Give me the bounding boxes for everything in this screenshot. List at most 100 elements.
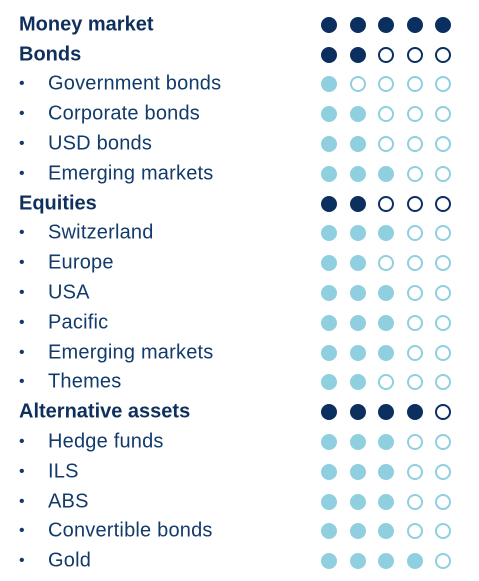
subcategory-label: Themes xyxy=(48,370,122,393)
subcategory-row: • Switzerland xyxy=(0,219,479,249)
subcategory-row: • Emerging markets xyxy=(0,338,479,368)
category-label: Bonds xyxy=(19,43,82,66)
rating-dot-empty-icon xyxy=(435,523,451,540)
bullet-icon: • xyxy=(19,105,25,123)
rating-dot-filled-icon xyxy=(349,344,366,361)
bullet-icon: • xyxy=(19,552,25,570)
rating-dot-filled-icon xyxy=(321,493,337,510)
rating-dot-empty-icon xyxy=(406,136,423,153)
rating-dot-filled-icon xyxy=(349,16,366,33)
rating-dot-filled-icon xyxy=(321,404,337,421)
rating-dots xyxy=(321,16,451,33)
rating-dot-filled-icon xyxy=(349,106,366,123)
subcategory-label: ABS xyxy=(48,490,89,513)
rating-dot-empty-icon xyxy=(406,493,423,510)
rating-dot-empty-icon xyxy=(406,46,423,63)
rating-dot-filled-icon xyxy=(378,404,394,421)
rating-dot-filled-icon xyxy=(321,463,337,480)
category-label: Equities xyxy=(19,192,97,215)
bullet-icon: • xyxy=(19,492,25,510)
rating-dot-filled-icon xyxy=(321,165,337,182)
rating-dot-empty-icon xyxy=(378,374,394,391)
rating-dot-filled-icon xyxy=(349,463,366,480)
rating-dot-filled-icon xyxy=(349,404,366,421)
rating-dots xyxy=(321,165,451,182)
rating-dot-filled-icon xyxy=(321,434,337,451)
subcategory-row: • USD bonds xyxy=(0,129,479,159)
rating-dots xyxy=(321,76,451,93)
rating-dot-filled-icon xyxy=(349,434,366,451)
rating-dot-filled-icon xyxy=(349,136,366,153)
subcategory-row: • Corporate bonds xyxy=(0,99,479,129)
rating-dot-empty-icon xyxy=(435,106,451,123)
subcategory-label: Emerging markets xyxy=(48,162,214,185)
rating-dot-empty-icon xyxy=(435,255,451,272)
rating-dot-empty-icon xyxy=(406,225,423,242)
rating-dot-empty-icon xyxy=(435,76,451,93)
rating-dot-empty-icon xyxy=(406,523,423,540)
bullet-icon: • xyxy=(19,224,25,242)
rating-dot-filled-icon xyxy=(321,285,337,302)
category-label: Alternative assets xyxy=(19,400,191,423)
subcategory-row: • Pacific xyxy=(0,308,479,338)
rating-dot-empty-icon xyxy=(378,76,394,93)
rating-dot-empty-icon xyxy=(406,106,423,123)
subcategory-row: • Hedge funds xyxy=(0,427,479,457)
rating-dots xyxy=(321,463,451,480)
rating-dot-filled-icon xyxy=(349,255,366,272)
rating-dot-empty-icon xyxy=(406,463,423,480)
category-label: Money market xyxy=(19,13,154,36)
rating-dot-empty-icon xyxy=(406,285,423,302)
rating-dot-filled-icon xyxy=(406,16,423,33)
rating-dots xyxy=(321,106,451,123)
subcategory-label: Hedge funds xyxy=(48,430,164,453)
rating-dot-empty-icon xyxy=(378,106,394,123)
rating-dot-empty-icon xyxy=(435,434,451,451)
rating-dot-filled-icon xyxy=(321,76,337,93)
rating-dots xyxy=(321,374,451,391)
subcategory-row: • Convertible bonds xyxy=(0,517,479,547)
rating-dot-filled-icon xyxy=(321,553,337,570)
subcategory-label: Government bonds xyxy=(48,72,222,95)
rating-dot-filled-icon xyxy=(378,16,394,33)
rating-dot-filled-icon xyxy=(349,195,366,212)
rating-dots xyxy=(321,225,451,242)
rating-dot-filled-icon xyxy=(321,46,337,63)
rating-dot-filled-icon xyxy=(321,225,337,242)
rating-dot-filled-icon xyxy=(321,523,337,540)
bullet-icon: • xyxy=(19,254,25,272)
category-row: Money market xyxy=(0,10,479,40)
category-row: Alternative assets xyxy=(0,397,479,427)
bullet-icon: • xyxy=(19,284,25,302)
rating-dot-filled-icon xyxy=(349,46,366,63)
rating-dot-empty-icon xyxy=(406,165,423,182)
category-row: Bonds xyxy=(0,40,479,70)
rating-dot-filled-icon xyxy=(321,374,337,391)
rating-dot-filled-icon xyxy=(349,314,366,331)
bullet-icon: • xyxy=(19,135,25,153)
subcategory-label: Corporate bonds xyxy=(48,102,200,125)
subcategory-label: Europe xyxy=(48,251,114,274)
rating-dots xyxy=(321,434,451,451)
rating-dot-filled-icon xyxy=(378,165,394,182)
subcategory-label: Gold xyxy=(48,549,92,572)
rating-dot-filled-icon xyxy=(435,16,451,33)
subcategory-label: Convertible bonds xyxy=(48,519,213,542)
rating-dot-empty-icon xyxy=(378,255,394,272)
subcategory-row: • Emerging markets xyxy=(0,159,479,189)
rating-dot-filled-icon xyxy=(321,136,337,153)
rating-dot-filled-icon xyxy=(321,344,337,361)
rating-dots xyxy=(321,344,451,361)
rating-dots xyxy=(321,255,451,272)
rating-dot-filled-icon xyxy=(378,314,394,331)
rating-dot-filled-icon xyxy=(378,434,394,451)
rating-dot-empty-icon xyxy=(406,344,423,361)
rating-dot-filled-icon xyxy=(378,523,394,540)
rating-dots xyxy=(321,404,451,421)
subcategory-label: Pacific xyxy=(48,311,109,334)
rating-dots xyxy=(321,136,451,153)
subcategory-row: • Government bonds xyxy=(0,70,479,100)
bullet-icon: • xyxy=(19,433,25,451)
rating-dot-filled-icon xyxy=(378,285,394,302)
